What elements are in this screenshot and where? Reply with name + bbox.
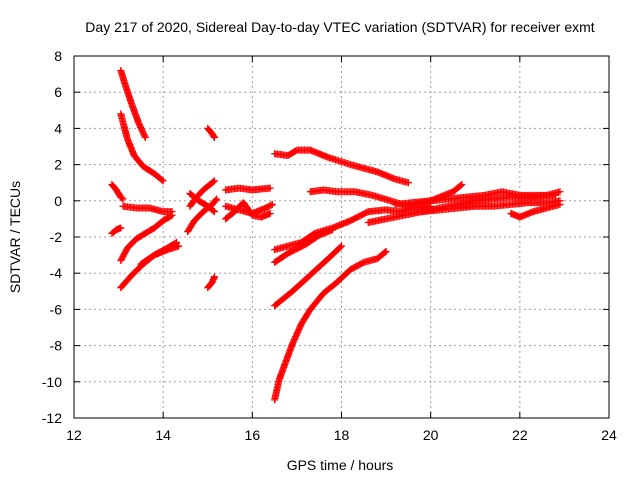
data-point <box>167 212 175 220</box>
series-arc-s <box>271 202 435 254</box>
series-arc-a <box>117 66 149 141</box>
data-point <box>213 195 221 203</box>
x-tick-label: 20 <box>423 427 439 443</box>
data-point <box>266 184 274 192</box>
data-point <box>266 209 274 217</box>
gridlines <box>74 56 609 418</box>
series-arc-h <box>137 238 181 268</box>
data-point <box>168 211 176 219</box>
data-point <box>404 179 412 187</box>
data-point <box>336 243 344 251</box>
y-tick-label: 6 <box>54 84 62 100</box>
data-point <box>118 194 126 202</box>
data-point <box>209 207 217 215</box>
data-point <box>382 247 390 255</box>
data-point <box>267 201 275 209</box>
x-tick-label: 16 <box>245 427 261 443</box>
y-tick-label: -4 <box>50 265 63 281</box>
data-point <box>210 273 218 281</box>
data-point <box>268 200 276 208</box>
series-arc-k <box>186 190 218 216</box>
series-arc-d <box>108 224 125 237</box>
data-point <box>159 177 167 185</box>
plot-frame <box>73 55 610 419</box>
data-point <box>458 181 466 189</box>
data-point <box>212 196 220 204</box>
series-arc-u <box>271 242 345 310</box>
data-point <box>338 242 345 250</box>
y-tick-label: -8 <box>50 338 63 354</box>
series-arc-y <box>418 197 564 216</box>
series-arc-b <box>117 110 167 185</box>
data-point <box>141 132 149 140</box>
series-arc-e <box>119 202 176 216</box>
series-arc-m <box>204 273 218 292</box>
data-point <box>210 133 218 141</box>
y-tick-label: -6 <box>50 301 63 317</box>
series-arc-v <box>271 247 390 404</box>
data-point <box>556 188 564 196</box>
x-tick-label: 18 <box>334 427 350 443</box>
data-point <box>381 248 389 256</box>
x-tick-label: 22 <box>512 427 528 443</box>
series-arc-l <box>204 124 218 141</box>
data-point <box>173 238 181 246</box>
data-point <box>158 176 166 184</box>
x-tick-label: 14 <box>155 427 171 443</box>
data-point <box>119 195 127 203</box>
series-arc-f <box>117 211 176 265</box>
y-axis-label: SDTVAR / TECUs <box>7 181 23 293</box>
x-tick-label: 12 <box>66 427 82 443</box>
data-point <box>210 208 218 216</box>
series-arc-n <box>222 184 274 194</box>
y-tick-label: 4 <box>54 120 62 136</box>
series-arc-q <box>271 146 412 187</box>
y-tick-label: 0 <box>54 193 62 209</box>
data-marks <box>108 66 564 404</box>
data-point <box>552 191 559 199</box>
series-arc-c <box>108 181 127 203</box>
series-arc-t <box>271 226 337 266</box>
data-point <box>457 181 465 189</box>
y-tick-label: -10 <box>42 374 62 390</box>
y-tick-label: -12 <box>42 410 62 426</box>
y-tick-label: 8 <box>54 48 62 64</box>
x-axis-label: GPS time / hours <box>287 457 394 473</box>
data-point <box>209 178 217 186</box>
series-arc-z <box>507 200 564 221</box>
chart-title: Day 217 of 2020, Sidereal Day-to-day VTE… <box>85 19 594 35</box>
data-point <box>556 200 564 208</box>
data-point <box>210 132 218 140</box>
data-point <box>175 242 183 250</box>
y-tick-label: 2 <box>54 157 62 173</box>
series-arc-x <box>391 188 559 208</box>
x-tick-label: 24 <box>601 427 617 443</box>
data-point <box>141 133 149 141</box>
y-tick-label: -2 <box>50 229 63 245</box>
series-arc-p <box>222 199 274 223</box>
data-point <box>117 224 125 232</box>
data-point <box>329 226 337 234</box>
data-point <box>210 177 218 185</box>
data-point <box>171 239 179 247</box>
